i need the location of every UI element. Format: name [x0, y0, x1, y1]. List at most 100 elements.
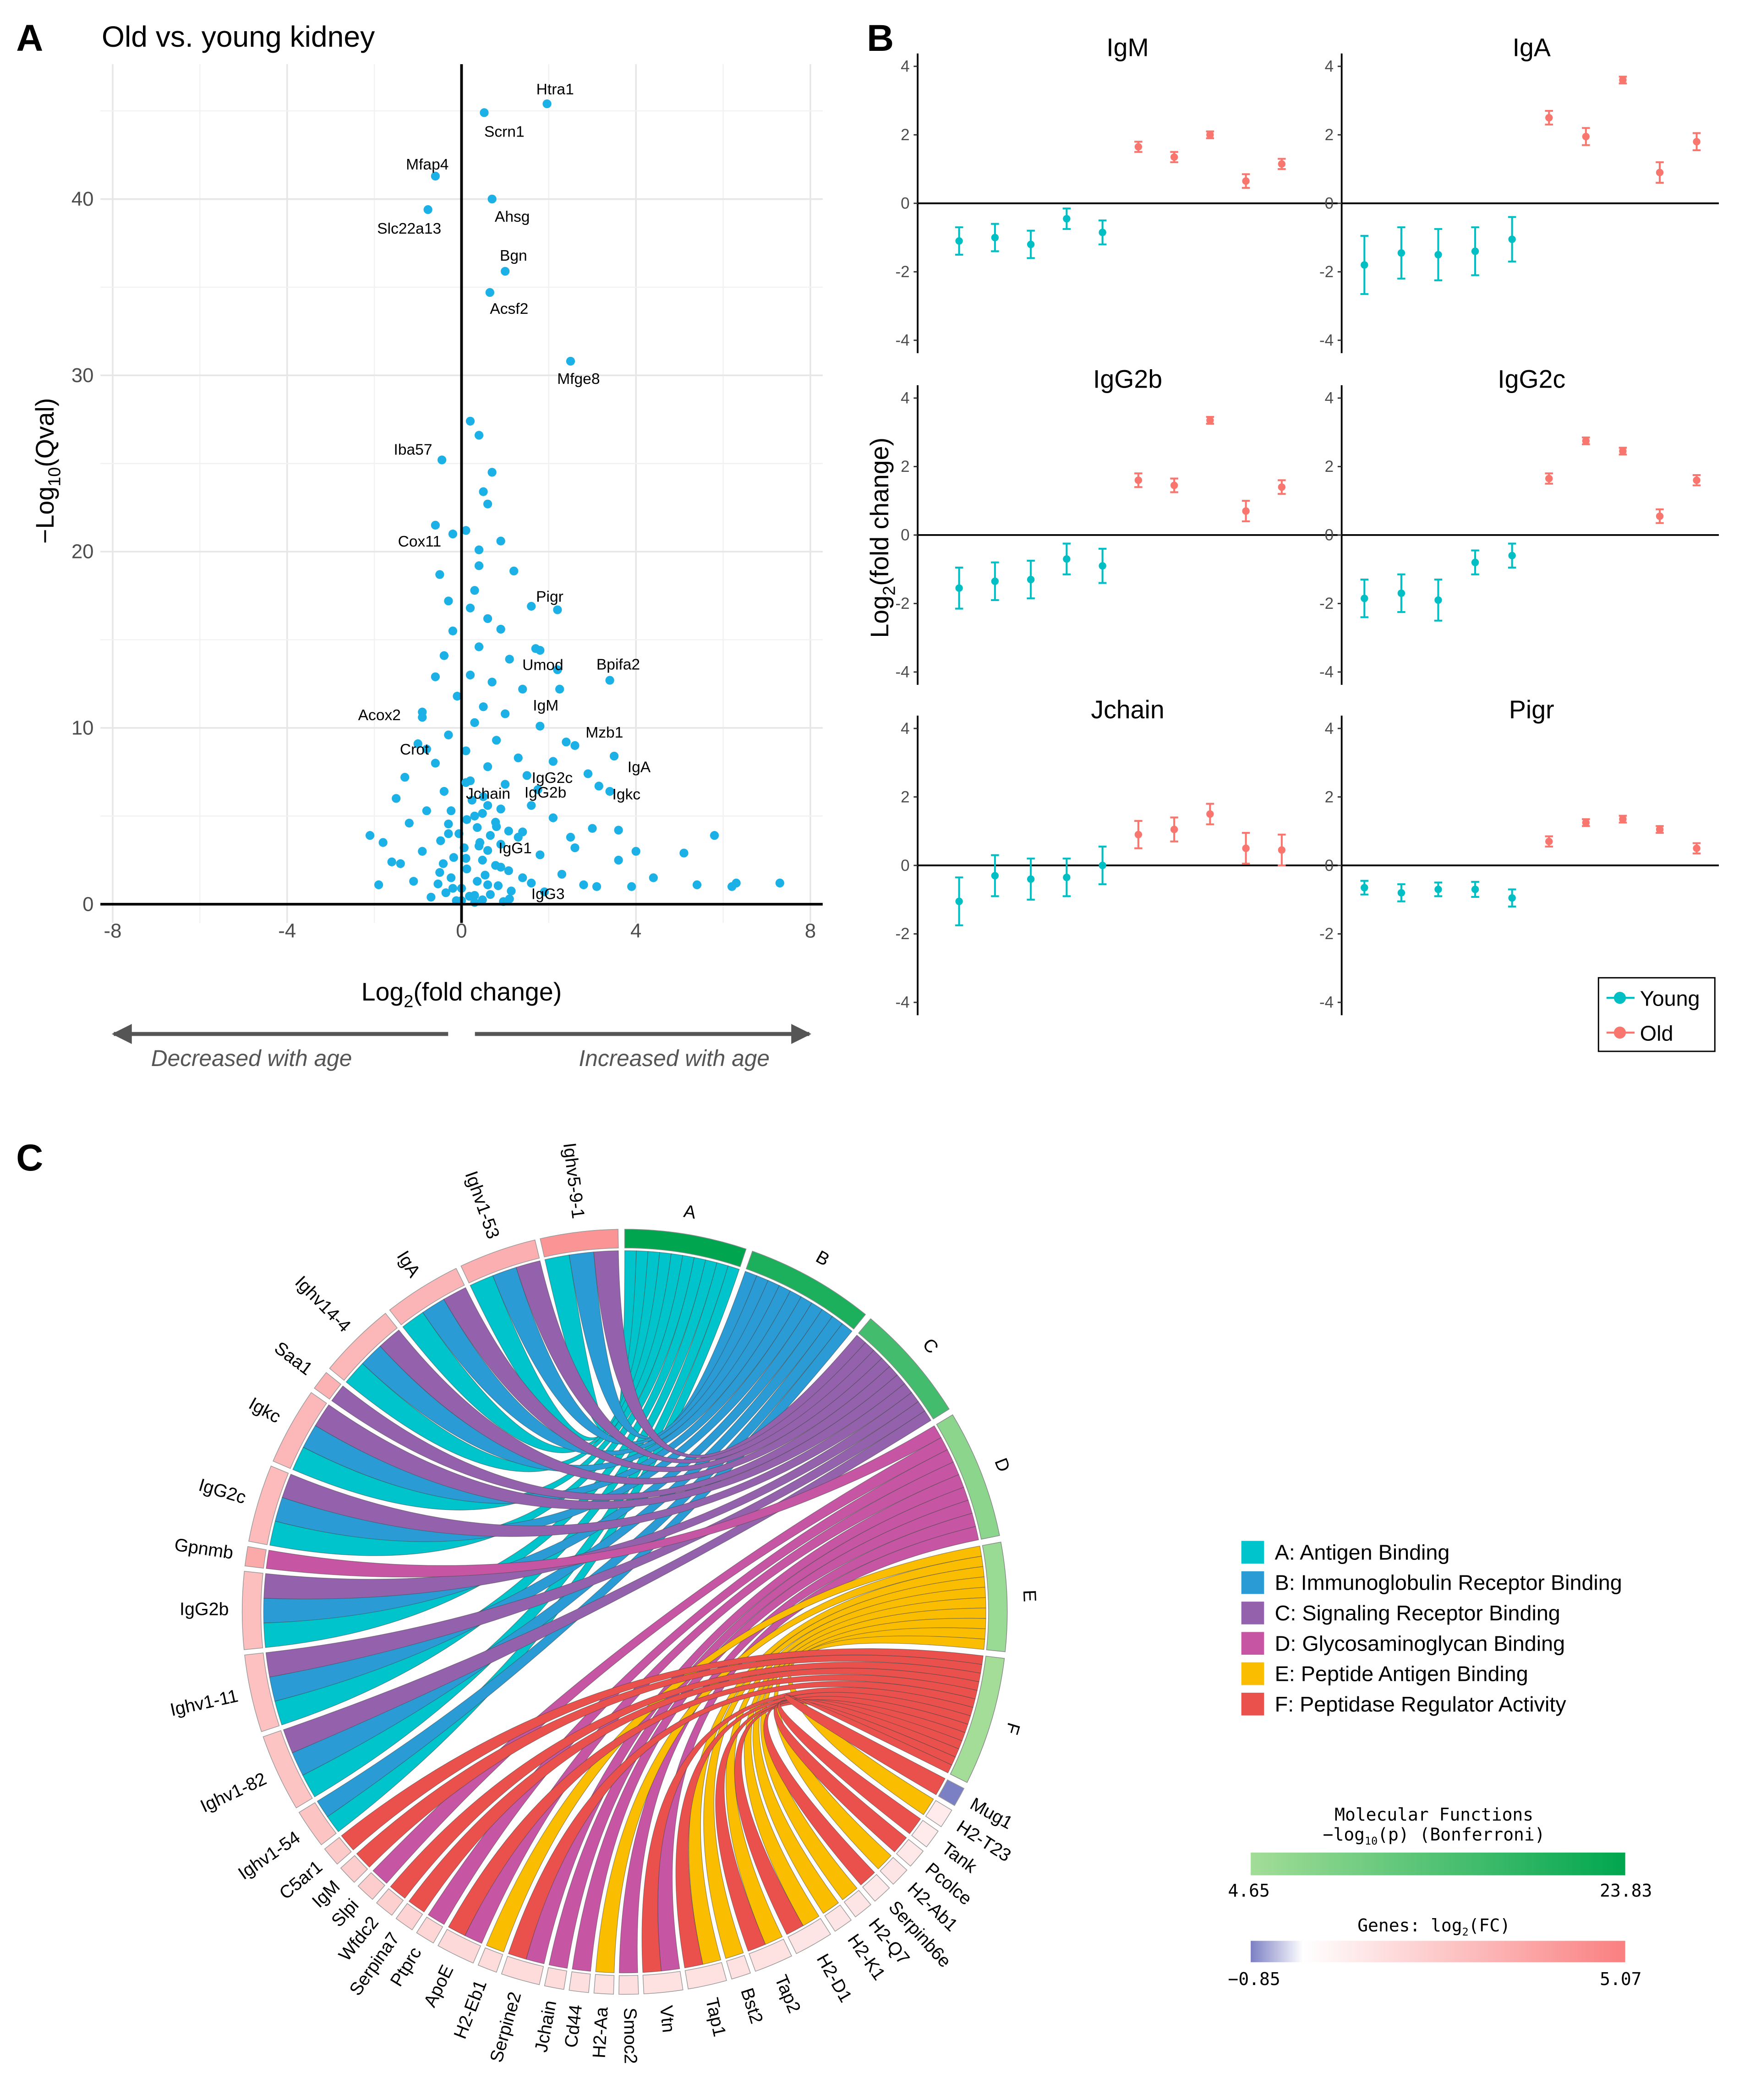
- data-point: [486, 831, 495, 840]
- function-colorbar-bar: [1251, 1852, 1625, 1876]
- young-mean-point: [1099, 562, 1106, 570]
- data-point: [405, 819, 414, 828]
- point-label: IgG1: [498, 840, 532, 857]
- facet-tick-label: 2: [1325, 126, 1334, 144]
- data-point: [427, 892, 436, 902]
- x-tick-label: 0: [456, 920, 467, 942]
- ribbon-c: [515, 1260, 875, 1464]
- legend-swatch-b: [1241, 1571, 1264, 1594]
- gene-colorbar-bar: [1251, 1941, 1625, 1963]
- data-point: [583, 769, 593, 778]
- labeled-data-point: [422, 744, 431, 754]
- labeled-data-point: [480, 108, 489, 117]
- labeled-data-point: [437, 455, 447, 465]
- facet-tick-label: -2: [1319, 595, 1334, 612]
- old-mean-point: [1693, 844, 1701, 852]
- data-point: [588, 824, 597, 833]
- gene-sector: [389, 1268, 465, 1325]
- gene-sector: [938, 1779, 965, 1806]
- data-point: [501, 709, 510, 718]
- point-label: Crot: [400, 741, 429, 758]
- facet-tick-label: -4: [895, 994, 909, 1012]
- gene-label: H2-Aa: [589, 2007, 612, 2059]
- errorbar-facets: IgM -4 -2 0 2 4 IgA -4 -2 0 2 4 IgG2b -4 -2 0 2 4 IgG2c -4 -…: [895, 33, 1719, 1016]
- facet-tick-label: 4: [901, 720, 909, 738]
- data-point: [491, 861, 500, 870]
- data-point: [473, 823, 482, 832]
- facet-title: IgM: [1106, 33, 1148, 62]
- young-mean-point: [1027, 241, 1035, 248]
- data-point: [392, 794, 401, 803]
- chord-diagram: ABCDEFMug1H2-T23TankPcolceH2-Ab1Serpinb6…: [168, 1142, 1040, 2065]
- facet-tick-label: 2: [901, 458, 909, 476]
- data-point: [374, 880, 383, 890]
- gene-sector: [726, 1955, 751, 1980]
- data-point: [448, 626, 458, 635]
- ribbon-f: [508, 1681, 976, 1960]
- data-point: [431, 759, 440, 768]
- data-point: [536, 850, 545, 859]
- category-sector-b: [745, 1251, 866, 1330]
- category-label: F: [1001, 1720, 1024, 1737]
- old-mean-point: [1170, 153, 1178, 161]
- data-point: [438, 859, 448, 868]
- data-point: [473, 877, 482, 886]
- facet-tick-label: 2: [901, 788, 909, 806]
- point-label: Htra1: [536, 81, 574, 98]
- gene-sector: [684, 1962, 727, 1990]
- young-mean-point: [1063, 555, 1071, 563]
- ribbon-e: [703, 1576, 985, 1959]
- point-label: IgM: [533, 697, 558, 714]
- volcano-title: Old vs. young kidney: [102, 20, 375, 53]
- old-mean-point: [1134, 476, 1143, 484]
- legend-swatch-d: [1241, 1632, 1264, 1655]
- old-mean-point: [1242, 177, 1250, 185]
- ribbon-f: [715, 1696, 968, 1952]
- ribbon-c: [315, 1374, 905, 1509]
- x-tick-label: -8: [104, 920, 122, 942]
- data-point: [435, 868, 444, 877]
- gene-sector: [437, 1929, 481, 1964]
- gene-sector: [501, 1956, 544, 1985]
- labeled-data-point: [542, 99, 552, 109]
- ribbon-c: [379, 1329, 890, 1485]
- category-sector-a: [624, 1229, 747, 1268]
- labeled-data-point: [609, 751, 619, 761]
- facet-tick-label: -4: [1319, 663, 1334, 681]
- old-mean-point: [1619, 447, 1627, 455]
- legend-young: Young: [1640, 987, 1700, 1011]
- ribbons: [263, 1250, 986, 1974]
- young-mean-point: [1361, 884, 1368, 891]
- gene-sector: [314, 1372, 342, 1400]
- data-point: [496, 804, 505, 814]
- facet-tick-label: -4: [1319, 331, 1334, 349]
- old-mean-point: [1656, 169, 1664, 176]
- facet-igg2c: IgG2c -4 -2 0 2 4: [1319, 365, 1719, 685]
- ribbon-f: [448, 1674, 978, 1936]
- point-label: Mfge8: [557, 371, 600, 388]
- gene-sector: [911, 1820, 939, 1848]
- gene-label: Ighv14-4: [291, 1272, 355, 1336]
- data-point: [492, 736, 501, 745]
- category-sector-f: [950, 1656, 1005, 1783]
- data-point: [461, 746, 470, 755]
- data-point: [493, 881, 503, 890]
- function-colorbar-title: Molecular Functions: [1334, 1805, 1533, 1825]
- data-point: [483, 499, 492, 509]
- legend-swatch-f: [1241, 1692, 1264, 1716]
- gene-sector: [460, 1239, 540, 1284]
- young-mean-point: [1434, 596, 1442, 604]
- facet-tick-label: -2: [895, 925, 909, 943]
- y-tick-label: 40: [71, 188, 94, 210]
- young-mean-point: [1361, 595, 1368, 602]
- facet-tick-label: -2: [895, 263, 909, 281]
- young-mean-point: [1471, 886, 1479, 893]
- data-point: [431, 672, 440, 681]
- gene-label: IgA: [393, 1247, 424, 1281]
- ribbon-a: [345, 1252, 672, 1472]
- point-label: IgG2b: [525, 784, 566, 801]
- gene-label: Saa1: [271, 1338, 317, 1379]
- data-point: [487, 678, 497, 687]
- data-point: [444, 596, 453, 606]
- volcano-x-label: Log2(fold change): [361, 978, 562, 1012]
